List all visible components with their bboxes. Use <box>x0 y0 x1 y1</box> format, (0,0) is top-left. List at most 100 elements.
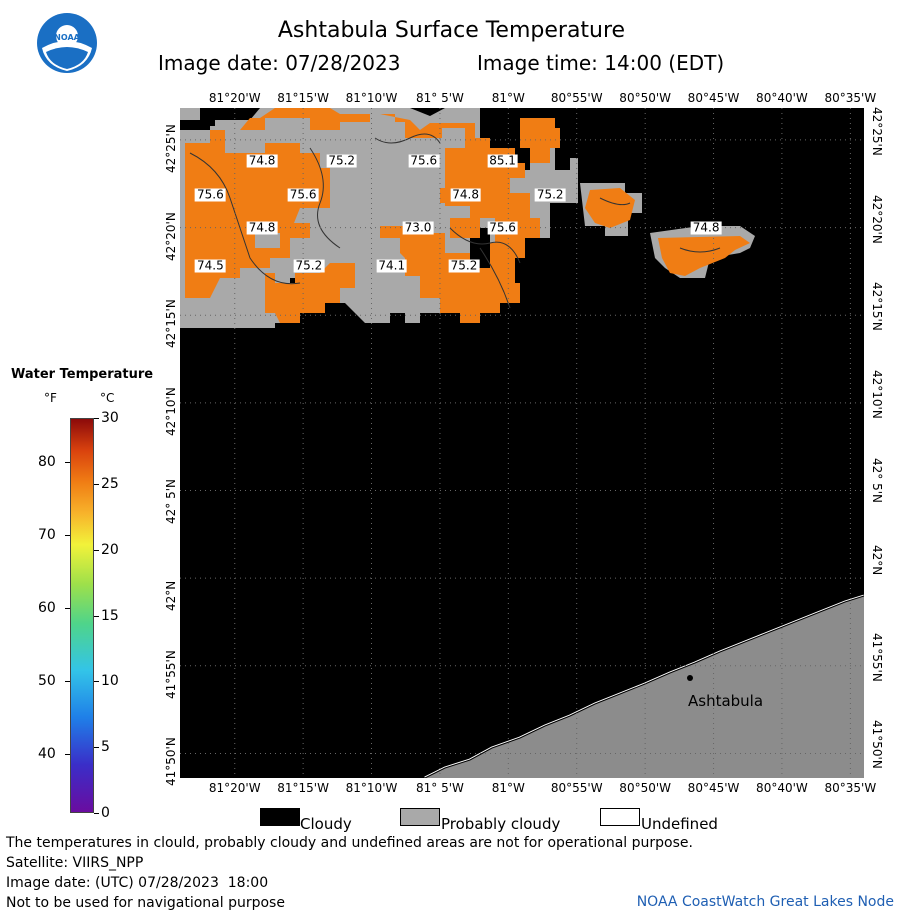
latitude-label-right: 41°55'N <box>870 632 884 682</box>
celsius-tick-mark <box>94 549 99 551</box>
latitude-label-right: 42° 5'N <box>870 457 884 503</box>
temperature-label: 75.6 <box>287 187 319 202</box>
credit-text: NOAA CoastWatch Great Lakes Node <box>636 894 894 910</box>
satellite-note: Satellite: VIIRS_NPP <box>6 855 144 871</box>
latitude-label-left: 42°N <box>164 580 178 612</box>
longitude-label: 80°55'W <box>550 91 603 105</box>
fahrenheit-tick-label: 70 <box>38 527 56 544</box>
fahrenheit-tick-mark <box>65 608 70 610</box>
longitude-label: 81°10'W <box>345 91 398 105</box>
fahrenheit-tick-label: 60 <box>38 600 56 617</box>
temperature-label: 73.0 <box>402 220 434 235</box>
fahrenheit-tick-label: 80 <box>38 453 56 470</box>
latitude-label-right: 42°10'N <box>870 369 884 419</box>
celsius-tick-mark <box>94 813 99 814</box>
longitude-label: 81°15'W <box>277 91 329 105</box>
latitude-label-left: 42° 5'N <box>164 478 178 524</box>
celsius-tick-label: 10 <box>101 673 119 690</box>
image-date: Image date: 07/28/2023 <box>158 51 401 75</box>
celsius-tick-mark <box>94 615 99 617</box>
temperature-label: 75.2 <box>293 258 325 273</box>
longitude-label: 80°55'W <box>550 781 603 795</box>
temperature-label: 74.8 <box>246 220 278 235</box>
longitude-label: 81°20'W <box>208 91 261 105</box>
celsius-tick-label: 5 <box>101 739 110 756</box>
temperature-label: 74.8 <box>450 187 481 202</box>
disclaimer-note: The temperatures in clould, probably clo… <box>6 835 693 851</box>
page-title: Ashtabula Surface Temperature <box>277 18 626 43</box>
fahrenheit-tick-mark <box>65 754 70 756</box>
temperature-map: 74.8 75.2 75.6 85.1 75.6 75.6 74.8 75.2 74.8 73.0… <box>180 108 864 778</box>
cloudy-swatch <box>260 808 300 826</box>
temperature-label: 75.6 <box>408 153 440 168</box>
graticule <box>180 108 864 778</box>
longitude-label: 81° 5'W <box>416 91 464 105</box>
temperature-label: 74.8 <box>246 153 278 168</box>
latitude-label-left: 42°25'N <box>164 124 178 173</box>
probably-cloudy-label: Probably cloudy <box>441 815 561 833</box>
cloudy-label: Cloudy <box>300 815 352 833</box>
navigation-note: Not to be used for navigational purpose <box>6 895 285 911</box>
celsius-tick-label: 30 <box>101 410 119 426</box>
fahrenheit-tick-mark <box>65 535 70 537</box>
longitude-label: 81°15'W <box>277 781 329 795</box>
map-canvas <box>180 108 864 778</box>
image-time: Image time: 14:00 (EDT) <box>477 51 725 75</box>
celsius-tick-mark <box>94 681 99 683</box>
warm-water-area <box>185 108 750 323</box>
temperature-label: 75.2 <box>326 153 358 168</box>
undefined-label: Undefined <box>641 815 718 833</box>
latitude-label-left: 41°50'N <box>164 737 178 787</box>
longitude-label: 80°50'W <box>619 781 672 795</box>
unit-celsius: °C <box>100 391 115 405</box>
temperature-label: 75.6 <box>487 220 518 235</box>
land-fill <box>425 596 864 778</box>
longitude-label: 80°35'W <box>824 781 877 795</box>
temperature-label: 75.6 <box>195 187 226 202</box>
longitude-label: 80°35'W <box>824 91 877 105</box>
longitude-label: 80°45'W <box>687 91 740 105</box>
fahrenheit-tick-label: 40 <box>38 746 56 763</box>
longitude-label: 81°10'W <box>345 781 398 795</box>
city-marker <box>687 675 693 681</box>
temperature-label: 74.5 <box>195 258 226 273</box>
fahrenheit-tick-mark <box>65 461 70 463</box>
longitude-label: 81°20'W <box>208 781 261 795</box>
utc-date-note: Image date: (UTC) 07/28/2023 18:00 <box>6 875 269 891</box>
legend-title: Water Temperature <box>11 367 154 382</box>
latitude-label-right: 42°N <box>870 545 884 576</box>
color-scale-bar <box>70 418 94 813</box>
noaa-logo-text: NOAA <box>54 33 80 42</box>
latitude-label-left: 42°10'N <box>164 386 178 436</box>
temperature-label: 75.2 <box>534 187 566 202</box>
fahrenheit-tick-label: 50 <box>38 673 56 690</box>
celsius-tick-mark <box>94 747 99 749</box>
longitude-label: 80°45'W <box>687 781 740 795</box>
undefined-swatch <box>600 808 640 826</box>
celsius-tick-mark <box>94 483 99 485</box>
latitude-label-right: 42°20'N <box>870 194 884 244</box>
city-label: Ashtabula <box>688 692 764 710</box>
longitude-label: 81°W <box>491 781 525 795</box>
longitude-label: 80°40'W <box>756 781 808 795</box>
celsius-tick-label: 15 <box>101 607 119 624</box>
probably-cloudy-swatch <box>400 808 440 826</box>
longitude-label: 80°40'W <box>756 91 808 105</box>
temperature-label: 74.8 <box>690 220 722 235</box>
temperature-label: 75.2 <box>448 258 480 273</box>
celsius-tick-label: 25 <box>101 475 119 492</box>
latitude-label-left: 41°55'N <box>164 649 178 699</box>
celsius-tick-label: 20 <box>101 541 119 558</box>
longitude-label: 81°W <box>491 91 525 105</box>
longitude-label: 81° 5'W <box>416 781 464 795</box>
latitude-label-right: 41°50'N <box>870 720 884 770</box>
temperature-label: 85.1 <box>487 153 518 168</box>
celsius-tick-mark <box>94 418 99 419</box>
noaa-logo-icon: NOAA <box>36 12 98 74</box>
latitude-label-right: 42°25'N <box>870 106 884 156</box>
unit-fahrenheit: °F <box>44 391 57 405</box>
fahrenheit-tick-mark <box>65 681 70 683</box>
temperature-label: 74.1 <box>376 258 408 273</box>
latitude-label-right: 42°15'N <box>870 282 884 332</box>
celsius-tick-label: 0 <box>101 805 110 821</box>
